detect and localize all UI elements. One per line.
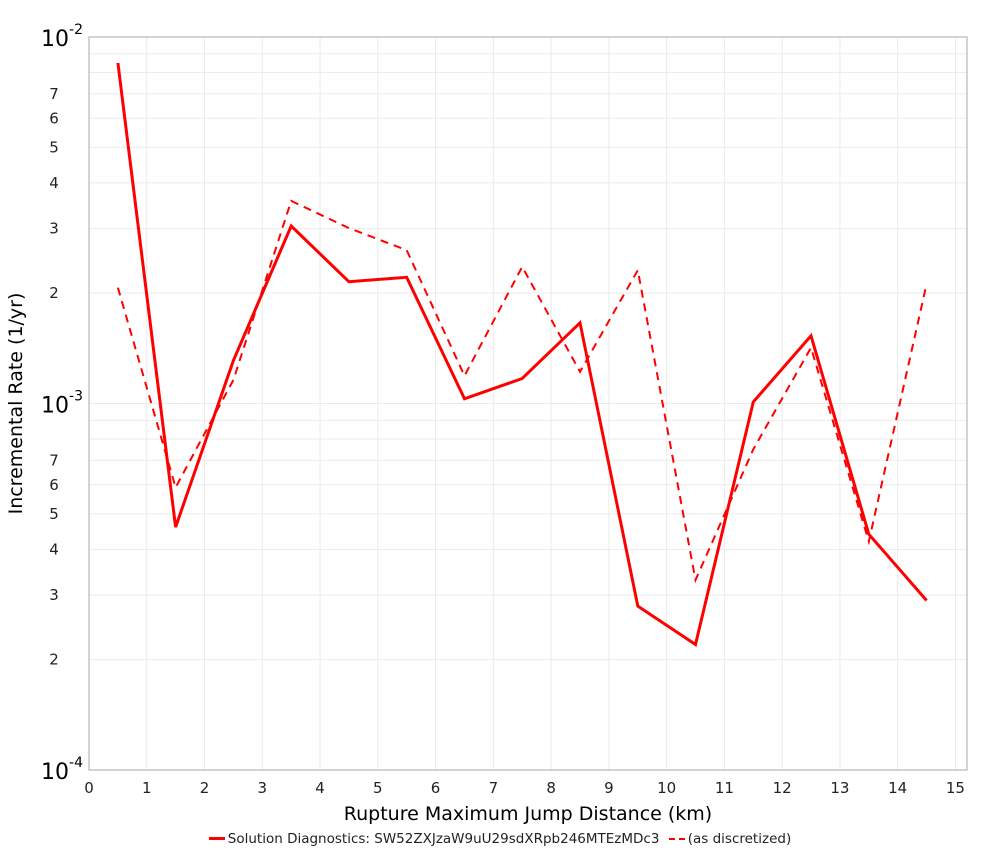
x-tick-label: 4 — [315, 779, 325, 797]
y-minor-tick-label: 2 — [49, 284, 59, 302]
grid-lines — [88, 37, 967, 771]
x-tick-label: 5 — [373, 779, 383, 797]
x-tick-label: 8 — [546, 779, 556, 797]
legend-item-discretized: (as discretized) — [664, 831, 791, 847]
x-tick-label: 14 — [888, 779, 907, 797]
x-tick-label: 2 — [200, 779, 210, 797]
x-tick-label: 1 — [142, 779, 152, 797]
y-minor-tick-label: 7 — [49, 85, 59, 103]
x-axis-ticks: 0 1 2 3 4 5 6 7 8 9 10 11 12 13 14 15 — [84, 779, 965, 797]
x-tick-label: 12 — [773, 779, 792, 797]
x-tick-label: 7 — [489, 779, 499, 797]
plot-area — [88, 36, 968, 771]
y-minor-tick-label: 2 — [49, 651, 59, 669]
x-tick-label: 3 — [258, 779, 268, 797]
x-tick-label: 9 — [604, 779, 614, 797]
y-decade-tick-label: 10-4 — [41, 755, 83, 785]
legend: Solution Diagnostics: SW52ZXJzaW9uU29sdX… — [0, 828, 1000, 847]
legend-label-discretized: (as discretized) — [687, 831, 792, 847]
y-minor-tick-label: 5 — [49, 138, 59, 156]
y-minor-tick-label: 4 — [49, 174, 59, 192]
x-axis-label: Rupture Maximum Jump Distance (km) — [344, 803, 712, 825]
legend-label-solution: Solution Diagnostics: SW52ZXJzaW9uU29sdX… — [227, 830, 660, 847]
x-tick-label: 10 — [657, 779, 676, 797]
x-tick-label: 6 — [431, 779, 441, 797]
legend-item-solution: Solution Diagnostics: SW52ZXJzaW9uU29sdX… — [208, 830, 660, 847]
y-decade-tick-label: 10-3 — [41, 389, 83, 419]
solution-series-line — [116, 62, 928, 647]
y-minor-tick-label: 3 — [49, 586, 59, 604]
y-minor-tick-label: 5 — [49, 505, 59, 523]
y-minor-tick-label: 3 — [49, 220, 59, 238]
y-minor-tick-label: 7 — [49, 451, 59, 469]
y-decade-tick-label: 10-2 — [41, 22, 83, 52]
x-tick-label: 15 — [946, 779, 965, 797]
discretized-series-line — [116, 199, 928, 584]
y-axis-label: Incremental Rate (1/yr) — [5, 293, 27, 515]
y-minor-tick-label: 6 — [49, 476, 59, 494]
x-tick-label: 0 — [84, 779, 94, 797]
y-minor-tick-label: 6 — [49, 109, 59, 127]
dashed-line-swatch-icon — [668, 838, 685, 840]
y-axis-ticks: 10-2 10-3 10-4 2 3 4 5 6 7 2 3 4 5 6 7 — [41, 22, 83, 785]
series-layer — [116, 62, 928, 647]
y-minor-tick-label: 4 — [49, 540, 59, 558]
x-tick-label: 11 — [715, 779, 734, 797]
x-tick-label: 13 — [830, 779, 849, 797]
solid-line-swatch-icon — [208, 837, 225, 840]
